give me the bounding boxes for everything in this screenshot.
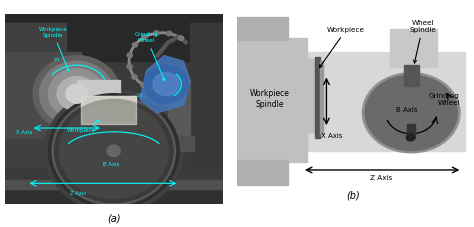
Text: $V_2$: $V_2$ bbox=[136, 91, 144, 100]
Circle shape bbox=[153, 73, 179, 96]
Text: Z Axis: Z Axis bbox=[370, 175, 392, 180]
Text: (b): (b) bbox=[346, 191, 360, 201]
Bar bbox=[81, 96, 136, 124]
Bar bbox=[315, 57, 320, 138]
Circle shape bbox=[48, 69, 105, 118]
Bar bbox=[88, 118, 131, 128]
Bar bbox=[407, 124, 415, 138]
Circle shape bbox=[363, 73, 460, 153]
Bar bbox=[390, 29, 437, 67]
Bar bbox=[302, 52, 465, 151]
Text: Z Axis: Z Axis bbox=[70, 191, 86, 196]
Bar bbox=[320, 61, 323, 134]
Circle shape bbox=[48, 94, 179, 208]
Circle shape bbox=[55, 99, 173, 202]
Text: Workpiece: Workpiece bbox=[67, 120, 100, 133]
Circle shape bbox=[132, 75, 137, 79]
Bar bbox=[237, 38, 307, 162]
Circle shape bbox=[154, 31, 159, 35]
Bar bbox=[168, 80, 190, 138]
Bar bbox=[237, 17, 288, 40]
Bar bbox=[5, 180, 223, 189]
Text: X Axis: X Axis bbox=[320, 133, 342, 138]
Circle shape bbox=[107, 145, 120, 157]
Circle shape bbox=[142, 35, 147, 39]
Bar bbox=[81, 96, 136, 124]
Circle shape bbox=[406, 134, 415, 141]
Circle shape bbox=[57, 76, 96, 111]
Circle shape bbox=[66, 84, 88, 103]
Text: Workpiece: Workpiece bbox=[319, 27, 365, 68]
Bar bbox=[5, 189, 223, 204]
Circle shape bbox=[33, 56, 120, 132]
Circle shape bbox=[59, 103, 168, 199]
Circle shape bbox=[127, 53, 132, 57]
Text: Grinding
Wheel: Grinding Wheel bbox=[135, 32, 165, 81]
Bar bbox=[5, 23, 66, 166]
Polygon shape bbox=[140, 56, 190, 113]
Bar bbox=[77, 80, 120, 107]
Bar bbox=[168, 136, 194, 151]
Circle shape bbox=[141, 83, 146, 87]
Circle shape bbox=[44, 90, 183, 212]
Bar bbox=[404, 65, 419, 86]
Text: B Axis: B Axis bbox=[396, 107, 417, 113]
Bar bbox=[5, 52, 81, 138]
Circle shape bbox=[365, 75, 457, 151]
Circle shape bbox=[127, 64, 132, 69]
Circle shape bbox=[40, 61, 114, 126]
Text: Wheel
Spindle: Wheel Spindle bbox=[410, 20, 436, 63]
Bar bbox=[237, 160, 288, 185]
Bar bbox=[302, 59, 315, 132]
Circle shape bbox=[144, 65, 188, 103]
Circle shape bbox=[153, 87, 158, 92]
Text: Grinding
Wheel: Grinding Wheel bbox=[429, 93, 460, 106]
Text: X Axis: X Axis bbox=[16, 130, 32, 135]
Circle shape bbox=[178, 36, 183, 40]
Circle shape bbox=[167, 31, 172, 36]
Text: B Axis: B Axis bbox=[103, 162, 119, 167]
Text: (a): (a) bbox=[107, 213, 120, 223]
Text: Workpiece
Spindle: Workpiece Spindle bbox=[250, 89, 290, 109]
Circle shape bbox=[132, 43, 137, 47]
Text: Workpiece
Spindle: Workpiece Spindle bbox=[38, 27, 69, 71]
Text: $V_1$: $V_1$ bbox=[53, 55, 61, 64]
Bar bbox=[190, 23, 223, 166]
Bar bbox=[5, 14, 223, 61]
